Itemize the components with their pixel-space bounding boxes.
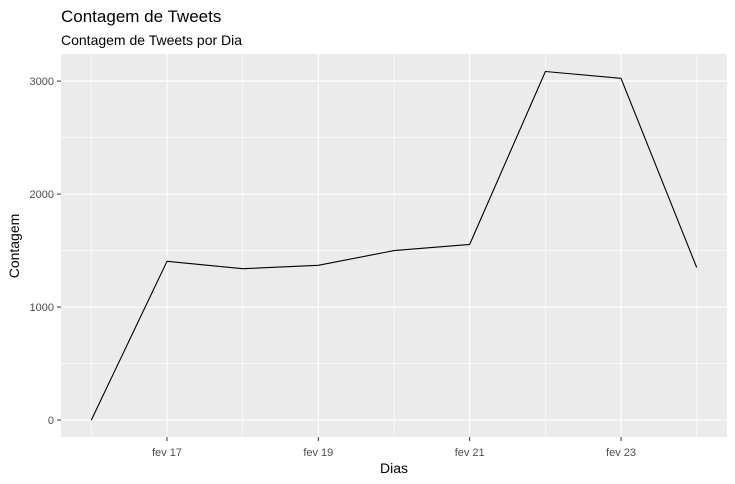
y-tick-label: 0 [48,415,54,427]
x-tick-label: fev 17 [152,447,182,459]
chart-title: Contagem de Tweets [61,7,221,26]
x-axis: fev 17 fev 19 fev 21 fev 23 [152,437,636,459]
series-line-0 [90,70,698,421]
y-axis: 0 1000 2000 3000 [30,76,61,427]
minor-gridlines [61,54,727,437]
x-tick-label: fev 21 [455,447,485,459]
y-tick-label: 1000 [30,302,54,314]
y-axis-title: Contagem [6,214,22,279]
y-tick-label: 2000 [30,189,54,201]
y-tick-label: 3000 [30,76,54,88]
x-tick-label: fev 23 [606,447,636,459]
series-layer [90,70,698,421]
chart-subtitle: Contagem de Tweets por Dia [61,32,242,48]
x-axis-title: Dias [380,460,408,476]
x-tick-label: fev 19 [303,447,333,459]
major-gridlines [61,54,727,437]
